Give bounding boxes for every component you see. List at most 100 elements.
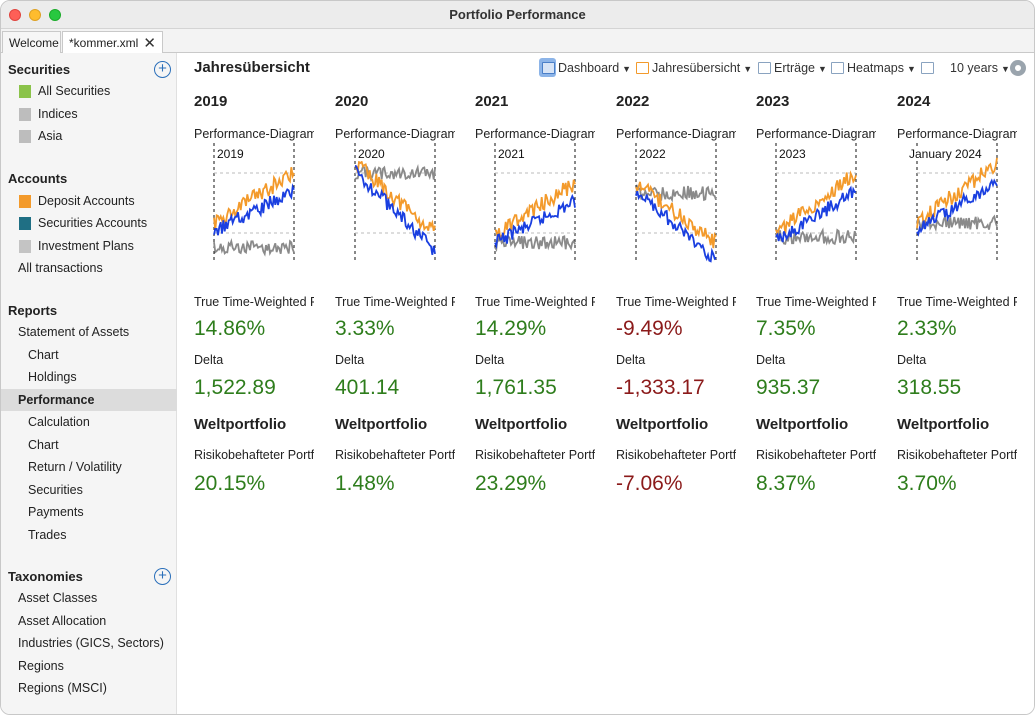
add-security-icon[interactable]: + xyxy=(154,61,171,78)
group-heading: Weltportfolio xyxy=(335,416,428,433)
performance-chart-svg xyxy=(916,143,998,263)
sidebar-item-indices[interactable]: Indices xyxy=(38,107,78,121)
risky-share-label: Risikobehafteter Portfolioanteil xyxy=(335,448,455,462)
sidebar-item-securities-accounts[interactable]: Securities Accounts xyxy=(38,216,148,230)
chart-period-label: 2022 xyxy=(638,147,667,161)
performance-chart[interactable]: 2021 xyxy=(483,143,588,268)
table-icon xyxy=(831,62,844,74)
sidebar-item-industries[interactable]: Industries (GICS, Sectors) xyxy=(18,636,164,650)
performance-chart-label: Performance-Diagramm xyxy=(897,127,1017,141)
chart-period-label: January 2024 xyxy=(908,147,983,161)
group-heading: Weltportfolio xyxy=(616,416,709,433)
ertraege-dropdown[interactable]: Erträge ▼ xyxy=(758,61,827,75)
taxonomies-header: Taxonomies xyxy=(8,569,83,584)
sidebar: Securities + All Securities Indices Asia… xyxy=(1,53,177,714)
performance-chart-svg xyxy=(354,143,436,263)
portfolio-series-line xyxy=(635,190,717,263)
sidebar-item-securities-performance[interactable]: Securities xyxy=(28,483,83,497)
group-heading: Weltportfolio xyxy=(475,416,568,433)
year-column: 2019 Performance-Diagramm 2019 True Time… xyxy=(194,93,314,513)
group-heading: Weltportfolio xyxy=(194,416,287,433)
window-title: Portfolio Performance xyxy=(449,7,586,22)
performance-chart[interactable]: 2019 xyxy=(202,143,307,268)
sidebar-item-performance[interactable]: Performance xyxy=(18,393,95,407)
delta-value: 401.14 xyxy=(335,376,400,399)
document-icon xyxy=(19,85,31,98)
ttwror-label: True Time-Weighted Rate of Return xyxy=(897,295,1017,309)
performance-chart[interactable]: 2023 xyxy=(764,143,869,268)
sidebar-item-statement-of-assets[interactable]: Statement of Assets xyxy=(18,325,130,339)
sidebar-item-calculation[interactable]: Calculation xyxy=(28,415,90,429)
table-icon xyxy=(636,62,649,74)
sidebar-item-trades[interactable]: Trades xyxy=(28,528,67,542)
tab-label: *kommer.xml xyxy=(69,36,139,50)
sidebar-item-holdings[interactable]: Holdings xyxy=(28,370,77,384)
sidebar-item-payments[interactable]: Payments xyxy=(28,505,84,519)
jahresuebersicht-dropdown[interactable]: Jahresübersicht ▼ xyxy=(636,61,752,75)
year-column: 2022 Performance-Diagramm 2022 True Time… xyxy=(616,93,736,513)
portfolio-series-line xyxy=(213,183,295,236)
performance-chart[interactable]: 2020 xyxy=(343,143,448,268)
ttwror-value: 14.29% xyxy=(475,317,547,340)
chevron-down-icon: ▼ xyxy=(1000,64,1010,74)
reports-header: Reports xyxy=(8,303,58,318)
sidebar-item-investment-plans[interactable]: Investment Plans xyxy=(38,239,134,253)
sidebar-item-asset-allocation[interactable]: Asset Allocation xyxy=(18,614,107,628)
performance-chart-label: Performance-Diagramm xyxy=(194,127,314,141)
ttwror-value: 14.86% xyxy=(194,317,266,340)
performance-chart[interactable]: January 2024 xyxy=(905,143,1010,268)
tab-kommer-xml[interactable]: *kommer.xml ✕ xyxy=(62,31,163,53)
heatmaps-dropdown[interactable]: Heatmaps ▼ xyxy=(831,61,916,75)
performance-chart[interactable]: 2022 xyxy=(624,143,729,268)
zoom-window-button[interactable] xyxy=(49,9,61,21)
page-title: Jahresübersicht xyxy=(194,59,310,76)
performance-chart-label: Performance-Diagramm xyxy=(756,127,876,141)
add-taxonomy-icon[interactable]: + xyxy=(154,568,171,585)
sidebar-item-all-transactions[interactable]: All transactions xyxy=(18,261,103,275)
index-series-line xyxy=(354,160,436,232)
dashboard-dropdown[interactable]: Dashboard ▼ xyxy=(542,61,631,75)
chart-period-label: 2019 xyxy=(216,147,245,161)
gear-icon[interactable] xyxy=(1010,60,1026,76)
sidebar-item-regions-msci[interactable]: Regions (MSCI) xyxy=(18,681,107,695)
delta-label: Delta xyxy=(335,353,365,367)
index-series-line xyxy=(916,157,998,229)
risky-share-value: -7.06% xyxy=(616,472,683,495)
ttwror-value: -9.49% xyxy=(616,317,683,340)
new-dashboard-button[interactable] xyxy=(921,61,937,75)
sidebar-item-all-securities[interactable]: All Securities xyxy=(38,84,111,98)
delta-value: 318.55 xyxy=(897,376,962,399)
sidebar-item-chart[interactable]: Chart xyxy=(28,348,59,362)
risky-share-value: 23.29% xyxy=(475,472,547,495)
sidebar-item-asia[interactable]: Asia xyxy=(38,129,63,143)
main-panel: Jahresübersicht Dashboard ▼ Jahresübersic… xyxy=(178,53,1034,714)
risky-share-label: Risikobehafteter Portfolioanteil xyxy=(616,448,736,462)
sidebar-item-regions[interactable]: Regions xyxy=(18,659,64,673)
sidebar-item-performance-chart[interactable]: Chart xyxy=(28,438,59,452)
close-window-button[interactable] xyxy=(9,9,21,21)
chevron-down-icon: ▼ xyxy=(743,64,753,74)
index-series-line xyxy=(775,170,857,236)
investment-plan-icon xyxy=(19,240,31,253)
risky-share-value: 8.37% xyxy=(756,472,816,495)
minimize-window-button[interactable] xyxy=(29,9,41,21)
ttwror-value: 7.35% xyxy=(756,317,816,340)
delta-value: 1,761.35 xyxy=(475,376,557,399)
ttwror-value: 2.33% xyxy=(897,317,957,340)
period-dropdown[interactable]: 10 years ▼ xyxy=(950,61,1010,75)
sidebar-item-asset-classes[interactable]: Asset Classes xyxy=(18,591,98,605)
performance-chart-label: Performance-Diagramm xyxy=(335,127,455,141)
sidebar-item-return-volatility[interactable]: Return / Volatility xyxy=(28,460,122,474)
year-column: 2024 Performance-Diagramm January 2024 T… xyxy=(897,93,1017,513)
jahresuebersicht-label: Jahresübersicht xyxy=(652,61,741,75)
sidebar-item-deposit-accounts[interactable]: Deposit Accounts xyxy=(38,194,135,208)
benchmark-series-line xyxy=(916,213,998,233)
tab-welcome[interactable]: Welcome xyxy=(2,31,61,53)
close-tab-icon[interactable]: ✕ xyxy=(143,35,156,52)
benchmark-series-line xyxy=(354,164,436,183)
tab-label: Welcome xyxy=(9,36,59,50)
index-series-line xyxy=(213,167,295,230)
index-series-line xyxy=(494,179,576,242)
group-heading: Weltportfolio xyxy=(897,416,990,433)
